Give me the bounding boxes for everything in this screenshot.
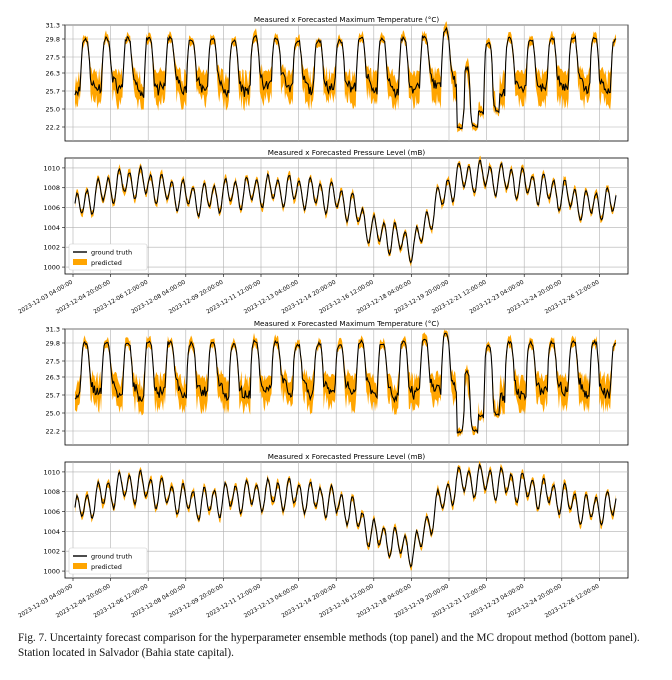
y-tick-label: 1010 [43, 468, 60, 476]
y-tick-label: 31.3 [46, 22, 60, 30]
legend-predicted-label: predicted [91, 563, 122, 571]
y-tick-label: 29.8 [46, 36, 60, 44]
y-tick-label: 1008 [43, 184, 60, 192]
panel-title: Measured x Forecasted Pressure Level (mB… [268, 148, 426, 157]
pressure-panel-top: 1010 1008 1006 1004 1002 1000 Measured x Forec… [18, 148, 629, 316]
y-tick-label: 25.0 [46, 106, 60, 114]
y-tick-label: 1006 [43, 204, 60, 212]
legend-predicted-swatch [73, 563, 87, 569]
panel-title: Measured x Forecasted Maximum Temperatur… [254, 15, 440, 24]
ground-truth-line [74, 463, 617, 569]
y-tick-label: 26.3 [46, 70, 60, 78]
y-tick-label: 1004 [43, 528, 60, 536]
legend-box [68, 243, 148, 271]
legend-truth-label: ground truth [91, 553, 132, 561]
plot-frame [64, 461, 629, 579]
y-tick-label: 1010 [43, 164, 60, 172]
predicted-band [75, 460, 616, 571]
figure-7: 31.3 29.8 27.5 26.3 25.7 25.0 22.2 Measured x F… [18, 15, 629, 620]
y-tick-label: 1000 [43, 264, 60, 272]
y-tick-label: 27.5 [46, 54, 60, 62]
panel-title: Measured x Forecasted Pressure Level (mB… [268, 452, 426, 461]
legend-predicted-label: predicted [91, 259, 122, 267]
legend-truth-label: ground truth [91, 249, 132, 257]
ground-truth-line [74, 26, 617, 130]
ground-truth-line [74, 159, 617, 264]
caption-label: Fig. 7. [18, 632, 47, 644]
y-tick-label: 1002 [43, 244, 60, 252]
y-tick-label: 1004 [43, 224, 60, 232]
legend: ground truth predicted [68, 547, 148, 575]
legend-predicted-swatch [73, 259, 87, 265]
y-tick-label: 29.8 [46, 340, 60, 348]
y-tick-label: 1002 [43, 548, 60, 556]
ground-truth-line [74, 332, 616, 435]
legend-box [68, 547, 148, 575]
y-tick-label: 25.7 [46, 88, 60, 96]
legend: ground truth predicted [68, 243, 148, 271]
temperature-panel-top: 31.3 29.8 27.5 26.3 25.7 25.0 22.2 Measured x F… [46, 15, 629, 142]
y-tick-label: 31.3 [46, 326, 60, 334]
temperature-panel-bottom: 31.3 29.8 27.5 26.3 25.7 25.0 22.2 Measured x F… [46, 319, 629, 446]
y-tick-label: 25.0 [46, 410, 60, 418]
figure-caption: Fig. 7. Uncertainty forecast comparison … [18, 631, 658, 661]
y-tick-label: 1000 [43, 568, 60, 576]
caption-text: Uncertainty forecast comparison for the … [18, 632, 640, 659]
y-tick-label: 26.3 [46, 374, 60, 382]
y-tick-label: 25.7 [46, 392, 60, 400]
y-tick-label: 22.2 [46, 428, 60, 436]
panel-title: Measured x Forecasted Maximum Temperatur… [254, 319, 440, 328]
y-tick-label: 1006 [43, 508, 60, 516]
pressure-panel-bottom: 1010 1008 1006 1004 1002 1000 Measured x Forec… [18, 452, 629, 620]
y-tick-label: 22.2 [46, 124, 60, 132]
predicted-band [75, 21, 616, 133]
y-tick-label: 1008 [43, 488, 60, 496]
y-tick-label: 27.5 [46, 358, 60, 366]
